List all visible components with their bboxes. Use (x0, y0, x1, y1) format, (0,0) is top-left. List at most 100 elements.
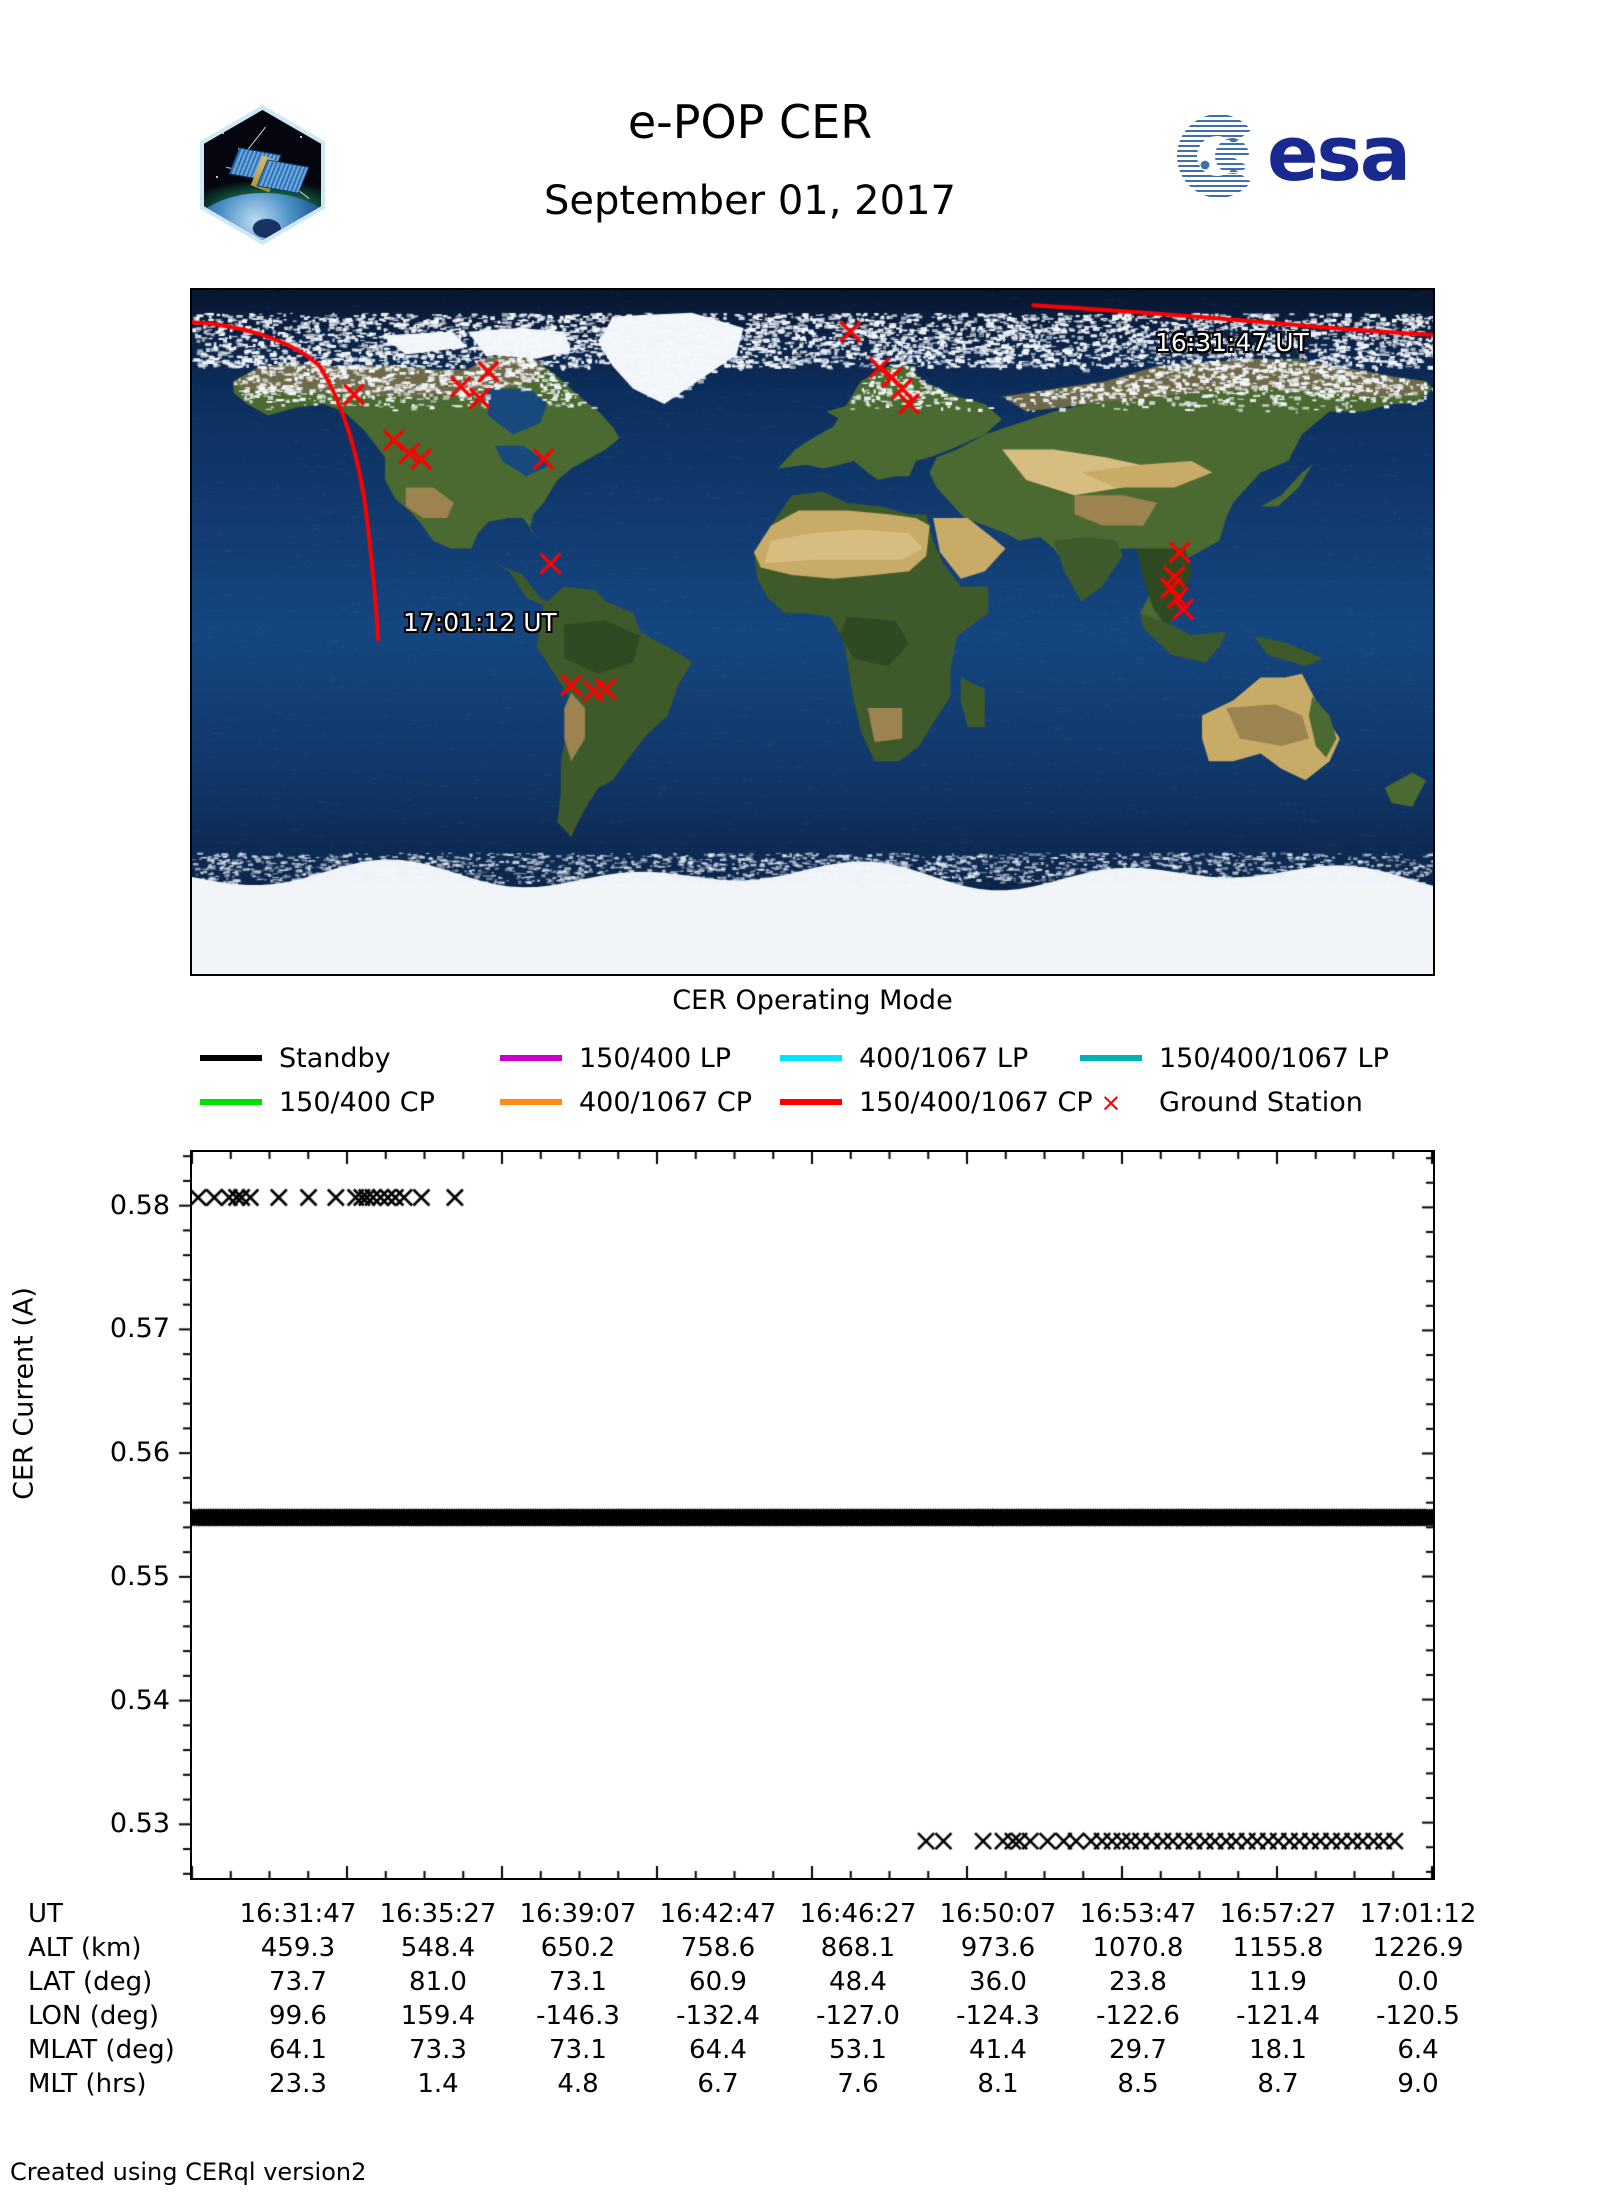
table-row-label: MLT (hrs) (28, 2067, 228, 2101)
table-row: MLT (hrs) 23.3 1.4 4.8 6.7 7.6 8.1 8.5 8.7 9.0 (28, 2067, 1488, 2101)
legend-label: Ground Station (1159, 1089, 1363, 1116)
cer-current-scatter (192, 1152, 1433, 1878)
table-cell: 16:57:27 (1208, 1897, 1348, 1931)
table-cell: 868.1 (788, 1931, 928, 1965)
legend-item-150-400-1067-cp: 150/400/1067 CP (780, 1080, 1093, 1124)
table-cell: 973.6 (928, 1931, 1068, 1965)
legend-swatch (500, 1099, 562, 1105)
table-cell: 23.3 (228, 2067, 368, 2101)
table-cell: -127.0 (788, 1999, 928, 2033)
table-cell: 8.5 (1068, 2067, 1208, 2101)
table-row-label: ALT (km) (28, 1931, 228, 1965)
legend-item-400-1067-cp: 400/1067 CP (500, 1080, 752, 1124)
legend-item-standby: Standby (200, 1036, 391, 1080)
table-row-label: UT (28, 1897, 228, 1931)
table-cell: 48.4 (788, 1965, 928, 1999)
legend-label: Standby (279, 1045, 391, 1072)
table-cell: 7.6 (788, 2067, 928, 2101)
y-axis-tick-label: 0.56 (50, 1439, 170, 1466)
table-cell: 548.4 (368, 1931, 508, 1965)
ground-station-marker-icon: × (1080, 1090, 1142, 1115)
table-cell: 16:39:07 (508, 1897, 648, 1931)
legend-label: 150/400/1067 CP (859, 1089, 1093, 1116)
table-row-label: MLAT (deg) (28, 2033, 228, 2067)
esa-dot (1201, 161, 1210, 170)
world-map-panel (190, 288, 1435, 976)
table-cell: 81.0 (368, 1965, 508, 1999)
table-cell: 11.9 (1208, 1965, 1348, 1999)
table-cell: 459.3 (228, 1931, 368, 1965)
esa-wordmark: esa (1267, 116, 1409, 192)
legend: Standby 150/400 LP 400/1067 LP 150/400/1… (200, 1036, 1450, 1124)
esa-emblem-icon (1175, 112, 1263, 200)
table-cell: 53.1 (788, 2033, 928, 2067)
table-cell: 41.4 (928, 2033, 1068, 2067)
table-cell: 73.3 (368, 2033, 508, 2067)
page-title: e-POP CER (400, 95, 1100, 149)
table-cell: -120.5 (1348, 1999, 1488, 2033)
table-cell: 60.9 (648, 1965, 788, 1999)
legend-item-150-400-1067-lp: 150/400/1067 LP (1080, 1036, 1389, 1080)
table-cell: 8.1 (928, 2067, 1068, 2101)
ephemeris-table: UT 16:31:47 16:35:27 16:39:07 16:42:47 16:46:… (28, 1897, 1488, 2101)
table-cell: 6.4 (1348, 2033, 1488, 2067)
cer-current-plot (190, 1150, 1435, 1880)
legend-title: CER Operating Mode (190, 985, 1435, 1016)
table-cell: -146.3 (508, 1999, 648, 2033)
esa-logo: esa (1175, 110, 1450, 200)
table-cell: 6.7 (648, 2067, 788, 2101)
legend-item-400-1067-lp: 400/1067 LP (780, 1036, 1028, 1080)
table-row: UT 16:31:47 16:35:27 16:39:07 16:42:47 16:46:… (28, 1897, 1488, 1931)
page-header: e-POP CER September 01, 2017 (0, 0, 1600, 270)
legend-swatch (200, 1055, 262, 1061)
table-cell: 16:42:47 (648, 1897, 788, 1931)
table-row: LAT (deg) 73.7 81.0 73.1 60.9 48.4 36.0 23.8 11.… (28, 1965, 1488, 1999)
table-cell: 16:50:07 (928, 1897, 1068, 1931)
table-cell: 73.1 (508, 2033, 648, 2067)
star-icon (216, 176, 218, 178)
y-axis-tick-labels: 0.58 0.57 0.56 0.55 0.54 0.53 (40, 1150, 170, 1880)
table-cell: 758.6 (648, 1931, 788, 1965)
table-cell: 73.1 (508, 1965, 648, 1999)
table-cell: -122.6 (1068, 1999, 1208, 2033)
y-axis-tick-label: 0.53 (50, 1810, 170, 1837)
table-cell: 18.1 (1208, 2033, 1348, 2067)
legend-swatch (500, 1055, 562, 1061)
table-cell: 16:46:27 (788, 1897, 928, 1931)
star-icon (300, 136, 302, 138)
orbit-end-timestamp: 17:01:12 UT (403, 608, 557, 637)
table-cell: 1155.8 (1208, 1931, 1348, 1965)
legend-label: 400/1067 LP (859, 1045, 1028, 1072)
table-row: MLAT (deg) 64.1 73.3 73.1 64.4 53.1 41.4 29.7 18… (28, 2033, 1488, 2067)
table-cell: -132.4 (648, 1999, 788, 2033)
table-row: ALT (km) 459.3 548.4 650.2 758.6 868.1 973.6 10… (28, 1931, 1488, 1965)
footer-credit: Created using CERql version2 (10, 2158, 366, 2186)
table-cell: 159.4 (368, 1999, 508, 2033)
table-cell: 16:35:27 (368, 1897, 508, 1931)
legend-swatch (1080, 1055, 1142, 1061)
legend-label: 150/400 CP (279, 1089, 435, 1116)
y-axis-tick-label: 0.55 (50, 1563, 170, 1590)
table-cell: -124.3 (928, 1999, 1068, 2033)
table-cell: 16:53:47 (1068, 1897, 1208, 1931)
table-row-label: LON (deg) (28, 1999, 228, 2033)
cassiope-mission-logo (200, 105, 325, 245)
table-cell: 16:31:47 (228, 1897, 368, 1931)
table-cell: -121.4 (1208, 1999, 1348, 2033)
table-cell: 1.4 (368, 2067, 508, 2101)
table-cell: 9.0 (1348, 2067, 1488, 2101)
world-map-image (192, 290, 1433, 974)
table-cell: 17:01:12 (1348, 1897, 1488, 1931)
table-cell: 8.7 (1208, 2067, 1348, 2101)
y-axis-tick-label: 0.57 (50, 1315, 170, 1342)
table-cell: 73.7 (228, 1965, 368, 1999)
legend-item-ground-station: × Ground Station (1080, 1080, 1363, 1124)
ephemeris-table-element: UT 16:31:47 16:35:27 16:39:07 16:42:47 16:46:… (28, 1897, 1488, 2101)
table-cell: 4.8 (508, 2067, 648, 2101)
table-cell: 64.1 (228, 2033, 368, 2067)
legend-label: 150/400 LP (579, 1045, 731, 1072)
legend-label: 400/1067 CP (579, 1089, 752, 1116)
orbit-start-timestamp: 16:31:47 UT (1155, 328, 1309, 357)
y-axis-tick-label: 0.54 (50, 1687, 170, 1714)
table-row: LON (deg) 99.6 159.4 -146.3 -132.4 -127.0 -124… (28, 1999, 1488, 2033)
